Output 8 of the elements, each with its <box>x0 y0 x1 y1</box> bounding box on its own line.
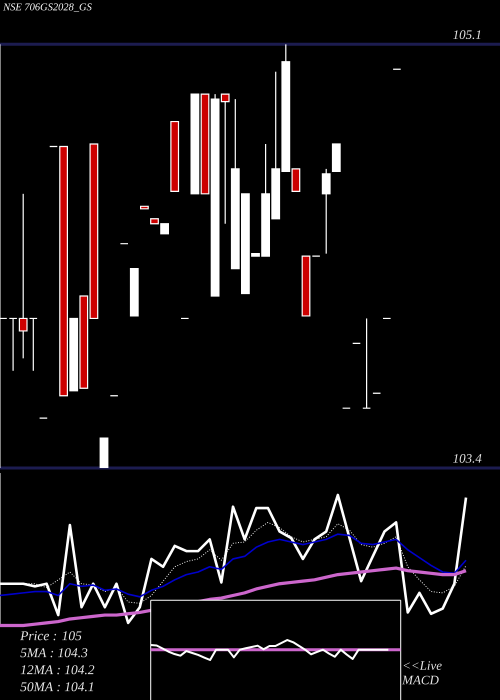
text: 50MA : 104.1 <box>20 682 94 692</box>
text: 5MA : 104.3 <box>20 648 88 658</box>
text: Price : 105 <box>20 631 82 640</box>
y-tick-label: 105.1 <box>453 30 480 40</box>
chart-title: NSE 706GS2028_GS <box>3 3 92 12</box>
text: <<Live MACD <box>402 661 442 684</box>
y-tick-label: 103.4 <box>453 454 482 463</box>
text: 12MA : 104.2 <box>20 665 94 674</box>
